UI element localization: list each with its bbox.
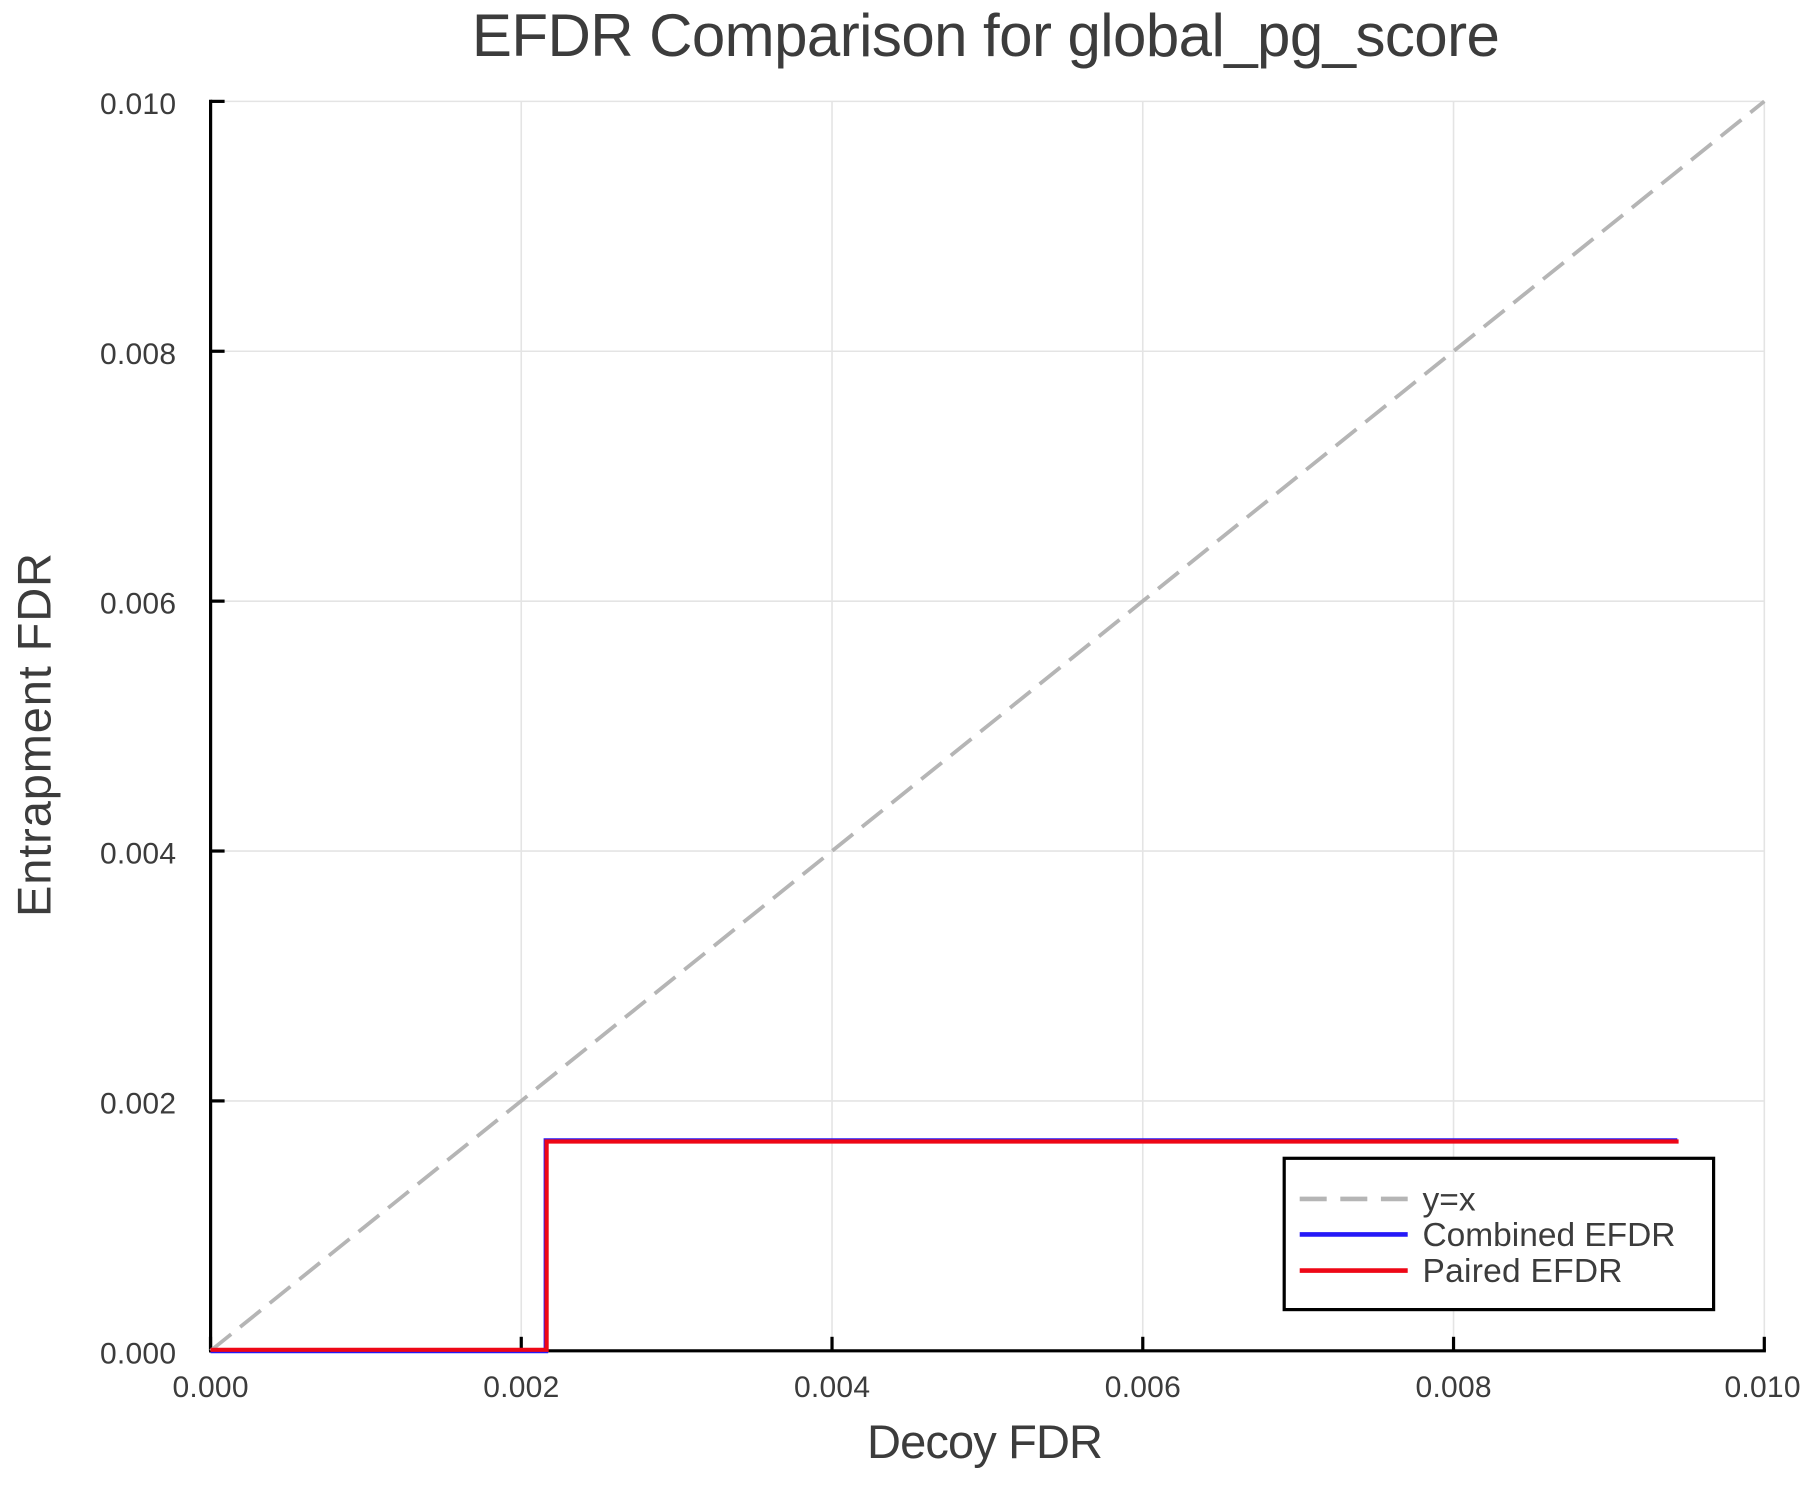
svg-text:0.002: 0.002 xyxy=(100,1087,176,1120)
svg-text:0.010: 0.010 xyxy=(1725,1371,1800,1404)
svg-text:Entrapment FDR: Entrapment FDR xyxy=(8,553,61,917)
svg-text:0.004: 0.004 xyxy=(100,838,176,871)
svg-text:0.006: 0.006 xyxy=(100,588,176,621)
svg-text:EFDR Comparison for global_pg_: EFDR Comparison for global_pg_score xyxy=(472,2,1500,69)
svg-text:0.006: 0.006 xyxy=(1105,1371,1181,1404)
svg-text:0.002: 0.002 xyxy=(483,1371,559,1404)
svg-text:0.010: 0.010 xyxy=(100,88,176,121)
svg-text:Combined EFDR: Combined EFDR xyxy=(1423,1217,1676,1254)
svg-text:0.004: 0.004 xyxy=(794,1371,870,1404)
svg-text:0.000: 0.000 xyxy=(100,1337,176,1370)
svg-text:0.008: 0.008 xyxy=(100,338,176,371)
svg-text:0.008: 0.008 xyxy=(1416,1371,1492,1404)
svg-text:Decoy FDR: Decoy FDR xyxy=(867,1415,1103,1468)
svg-text:0.000: 0.000 xyxy=(173,1371,249,1404)
svg-text:Paired EFDR: Paired EFDR xyxy=(1423,1253,1623,1290)
svg-text:y=x: y=x xyxy=(1423,1181,1476,1218)
